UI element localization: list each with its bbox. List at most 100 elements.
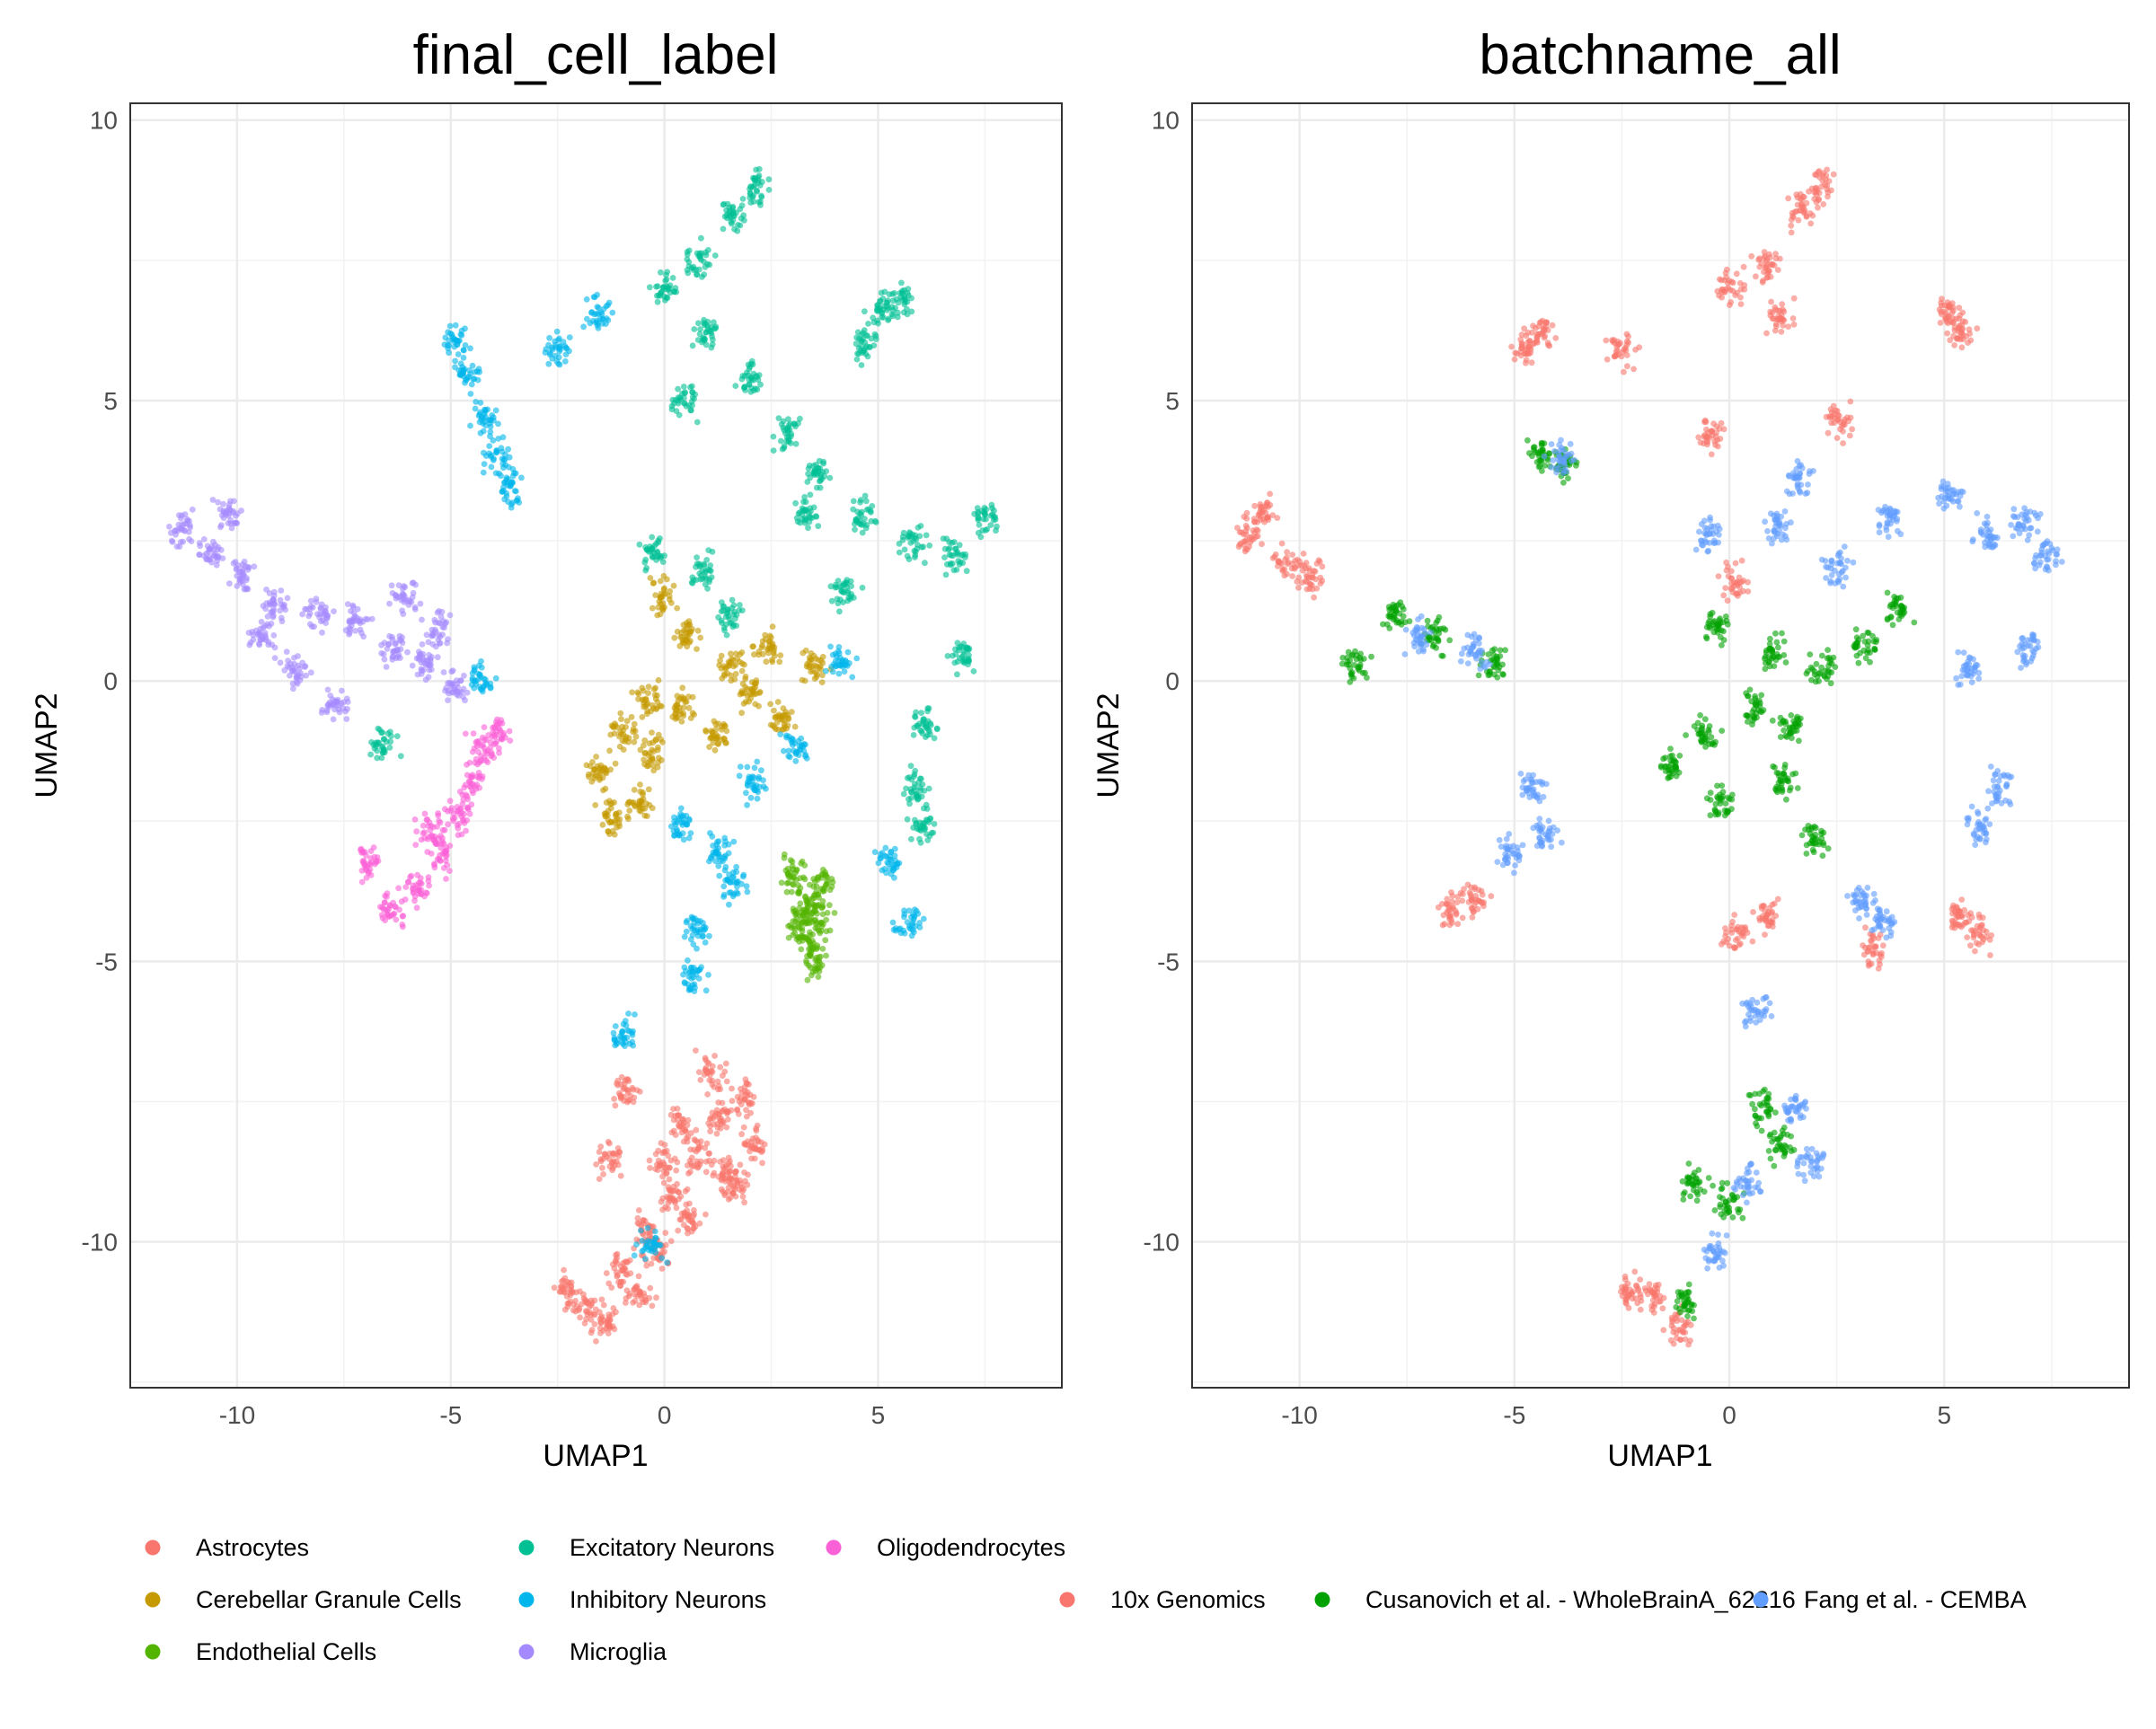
data-point: [431, 837, 437, 843]
data-point: [1770, 261, 1776, 268]
data-point: [798, 860, 804, 867]
data-point: [694, 967, 700, 974]
data-point: [679, 1124, 685, 1130]
data-point: [803, 499, 809, 506]
data-point: [385, 905, 392, 912]
data-point: [604, 1154, 610, 1160]
data-point: [605, 1322, 612, 1328]
data-point: [468, 391, 474, 397]
data-point: [685, 267, 691, 273]
data-point: [1779, 301, 1785, 307]
data-point: [673, 716, 679, 722]
data-point: [1243, 516, 1250, 522]
data-point: [694, 419, 701, 426]
data-point: [1753, 273, 1759, 279]
data-point: [883, 300, 889, 306]
data-point: [730, 893, 737, 899]
data-point: [1723, 800, 1729, 807]
data-point: [1837, 426, 1843, 432]
data-point: [474, 744, 481, 750]
data-point: [1284, 549, 1290, 555]
data-point: [1962, 920, 1968, 926]
data-point: [951, 539, 958, 545]
data-point: [1806, 189, 1812, 195]
data-point: [825, 910, 831, 916]
data-point: [830, 669, 836, 675]
data-point: [842, 668, 848, 675]
data-point: [875, 321, 881, 327]
data-point: [1772, 251, 1779, 257]
data-point: [675, 386, 681, 393]
data-point: [1824, 167, 1830, 173]
data-point: [745, 1172, 751, 1178]
data-point: [744, 802, 750, 808]
data-point: [713, 726, 720, 732]
data-point: [509, 499, 516, 506]
data-point: [708, 1068, 714, 1074]
data-point: [792, 724, 799, 730]
data-point: [608, 805, 614, 811]
data-point: [659, 288, 666, 295]
data-point: [818, 472, 825, 478]
data-point: [1796, 737, 1802, 744]
data-point: [722, 1178, 729, 1185]
data-point: [1446, 913, 1453, 920]
data-point: [451, 685, 457, 692]
data-point: [1757, 703, 1763, 710]
data-point: [385, 641, 392, 648]
data-point: [633, 1241, 640, 1248]
data-point: [1264, 500, 1270, 507]
data-point: [1955, 909, 1961, 915]
data-point: [716, 873, 722, 879]
data-point: [436, 818, 442, 825]
data-point: [696, 570, 702, 577]
data-point: [388, 733, 394, 739]
data-point: [261, 603, 267, 609]
data-point: [655, 747, 661, 754]
data-point: [623, 1300, 629, 1306]
data-point: [445, 329, 451, 335]
data-point: [1459, 898, 1465, 904]
data-point: [649, 553, 656, 560]
data-point: [459, 792, 465, 798]
data-point: [912, 768, 918, 774]
data-point: [913, 714, 919, 720]
data-point: [730, 879, 737, 886]
data-point: [733, 209, 739, 216]
data-point: [619, 1029, 625, 1036]
data-point: [442, 334, 448, 340]
data-point: [728, 1169, 734, 1175]
data-point: [771, 447, 777, 454]
data-point: [1861, 952, 1868, 958]
data-point: [915, 525, 922, 531]
data-point: [827, 928, 834, 934]
data-point: [826, 902, 833, 908]
data-point: [942, 546, 949, 552]
data-point: [1685, 1342, 1692, 1348]
data-point: [390, 637, 396, 643]
data-point: [496, 750, 502, 756]
data-point: [741, 1125, 747, 1131]
data-point: [1785, 323, 1791, 330]
data-point: [1816, 678, 1822, 684]
data-point: [731, 226, 738, 233]
data-point: [1767, 309, 1773, 315]
data-point: [1976, 912, 1983, 918]
data-point: [1637, 1276, 1643, 1283]
data-point: [715, 741, 721, 747]
data-point: [966, 657, 972, 664]
data-point: [620, 1279, 626, 1285]
data-point: [852, 526, 858, 533]
data-point: [504, 493, 510, 499]
data-point: [657, 535, 663, 542]
data-point: [378, 642, 384, 648]
data-point: [1729, 792, 1736, 798]
data-point: [624, 718, 631, 724]
data-point: [1610, 339, 1616, 345]
data-point: [905, 312, 911, 318]
data-point: [827, 644, 834, 650]
data-point: [676, 698, 682, 704]
data-point: [1763, 262, 1770, 269]
data-point: [681, 836, 687, 842]
